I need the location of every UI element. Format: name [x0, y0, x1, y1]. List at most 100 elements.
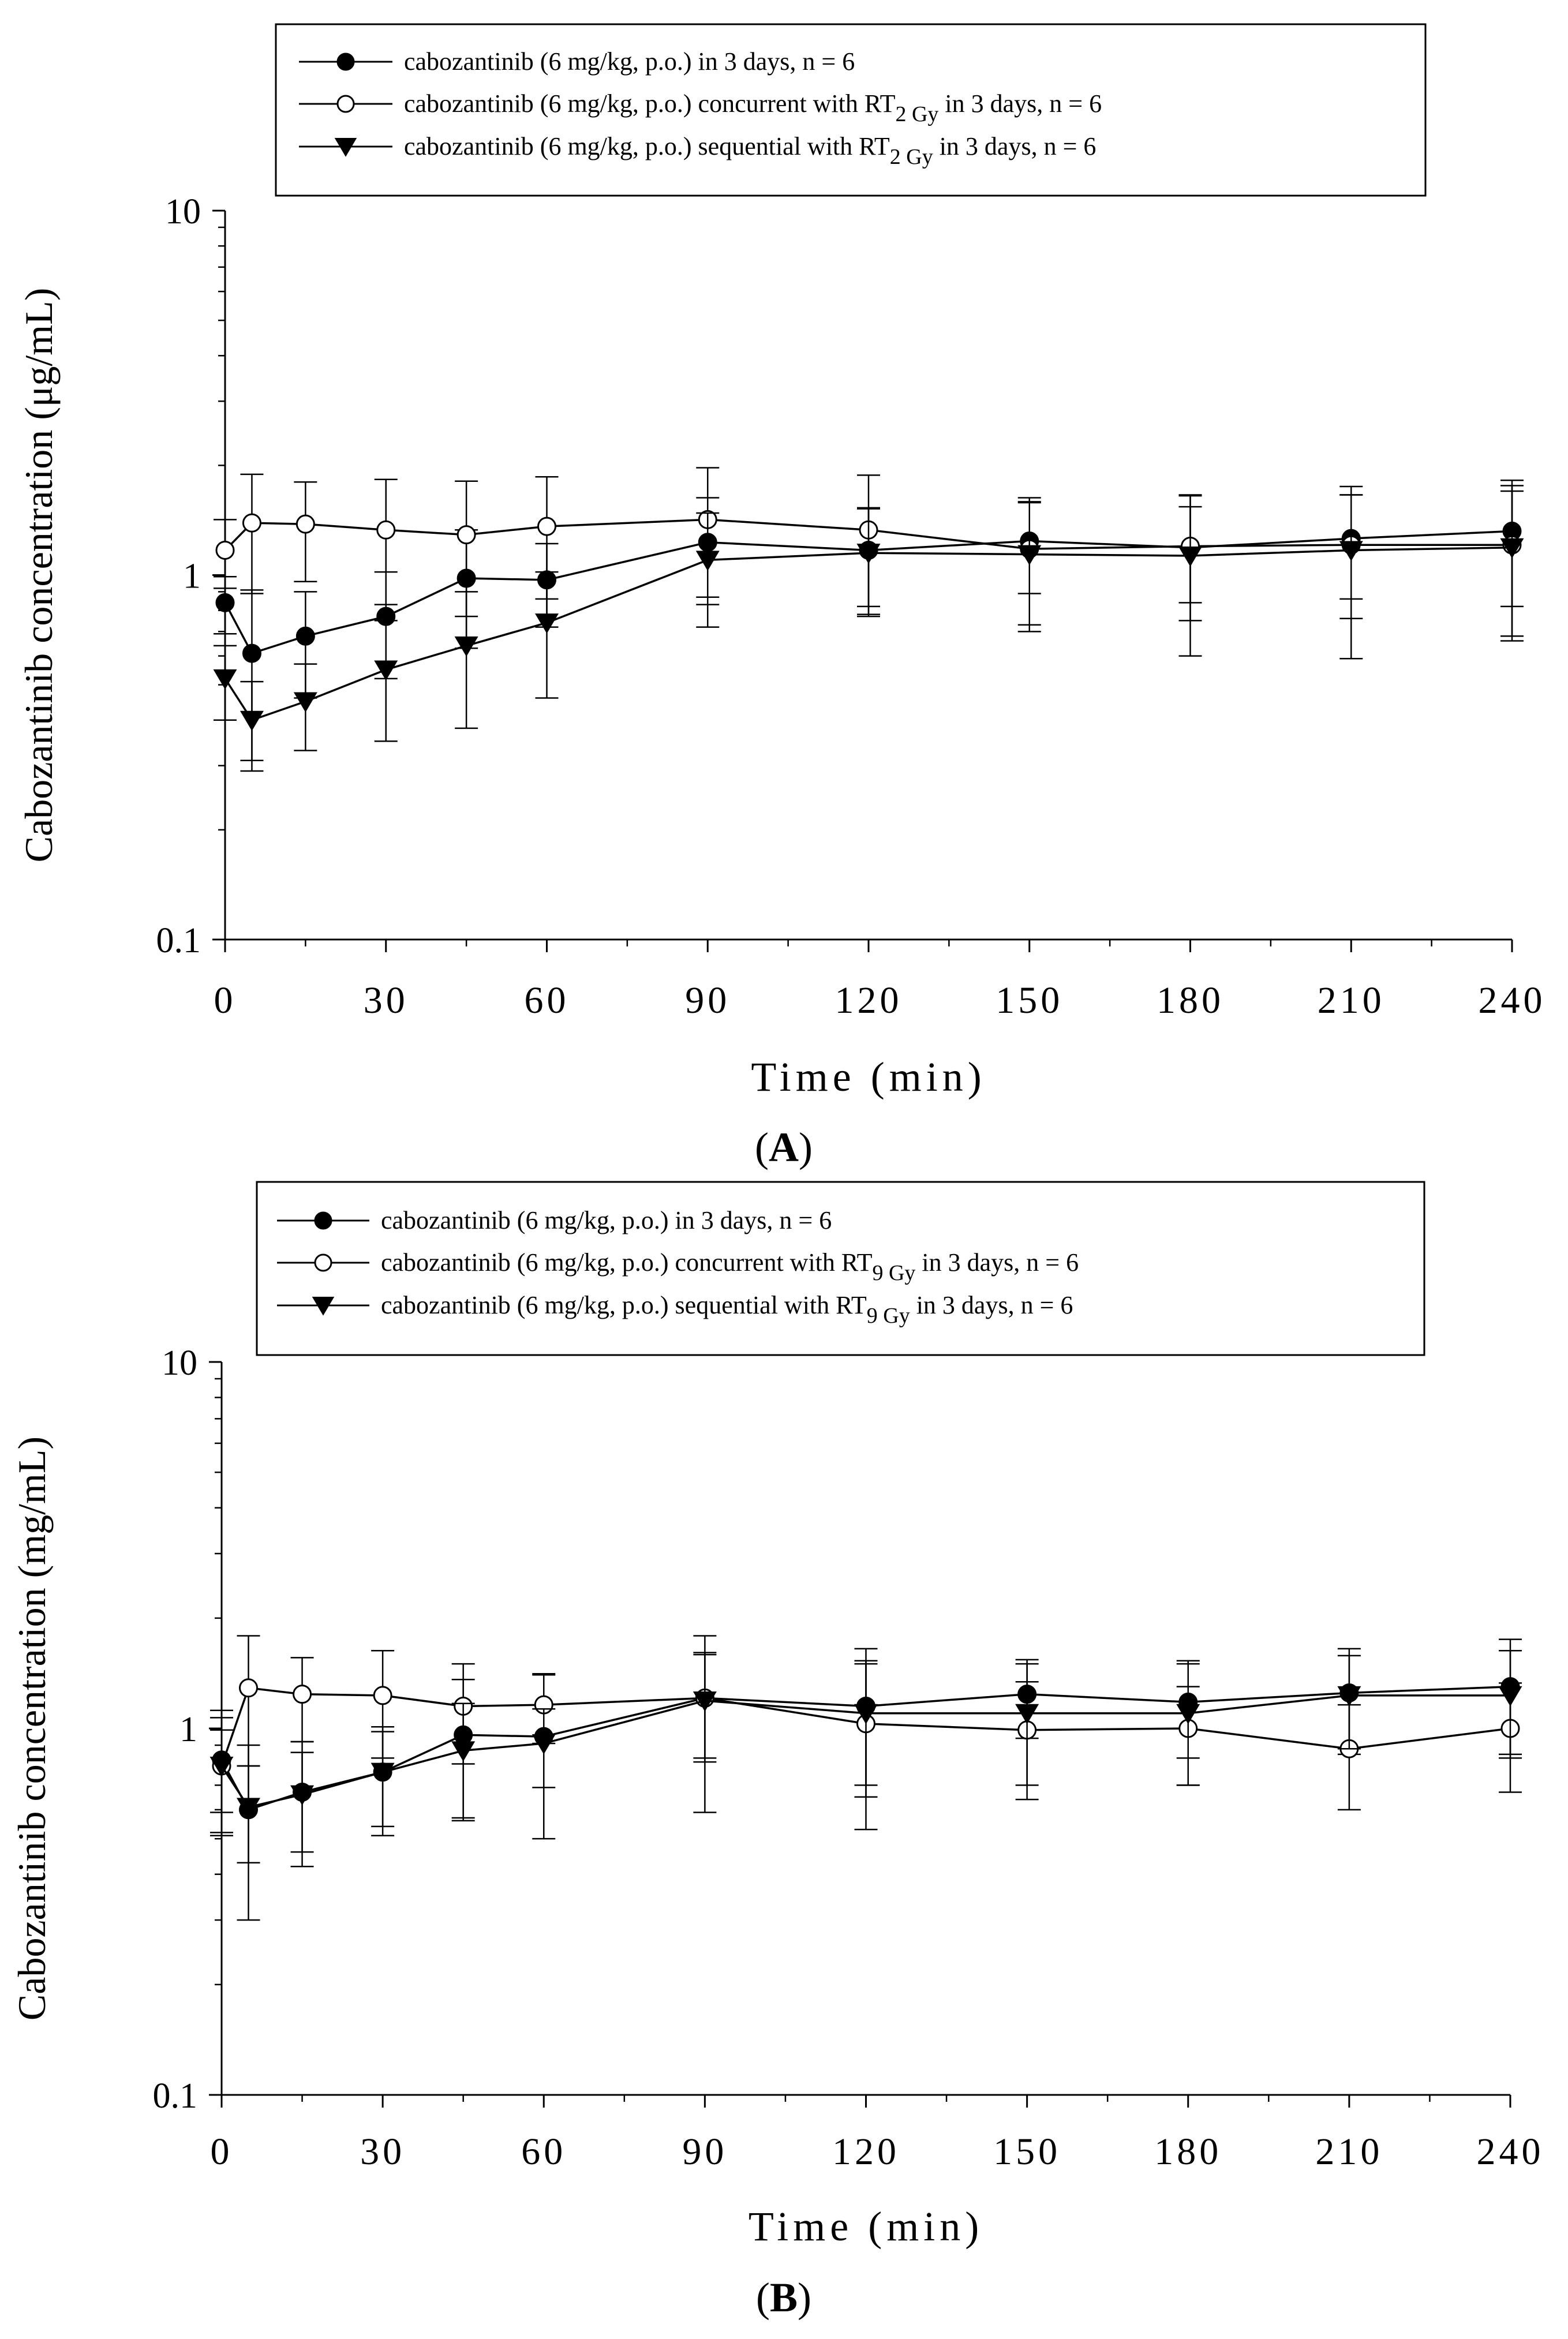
legend-marker [336, 53, 355, 71]
x-tick-label: 0 [214, 979, 237, 1021]
series-3 [213, 485, 1524, 772]
legend-label: cabozantinib (6 mg/kg, p.o.) concurrent … [381, 1248, 1079, 1285]
series-3 [209, 1635, 1522, 1863]
data-point [295, 514, 315, 534]
legend-label-text: cabozantinib (6 mg/kg, p.o.) in 3 days, … [381, 1206, 832, 1234]
error-bar [374, 620, 398, 742]
error-bar [1339, 485, 1363, 660]
error-bar [455, 591, 478, 729]
x-tick-label: 180 [1154, 2131, 1222, 2173]
data-point [532, 1734, 556, 1754]
x-tick-label: 120 [832, 2131, 900, 2173]
legend-label-subscript: 9 Gy [867, 1304, 910, 1328]
error-bar [535, 571, 559, 699]
legend-label-subscript: 9 Gy [872, 1261, 915, 1285]
legend-label-tail: in 3 days, n = 6 [938, 89, 1102, 118]
panel-label-open: ( [756, 2274, 770, 2321]
data-point [537, 517, 556, 536]
x-tick-label: 240 [1479, 979, 1546, 1021]
series-line [224, 547, 1513, 721]
axes: 0.1 1 10 0 30 60 90 120 150 180 210 240 Time (min) Ca… [17, 192, 1546, 1100]
data-point [1178, 546, 1202, 567]
x-tick-label: 90 [685, 979, 730, 1021]
series-line [220, 1694, 1510, 1809]
legend-marker [312, 1297, 335, 1316]
error-bar [1015, 1663, 1039, 1786]
data-point [451, 1741, 476, 1762]
data-point [1017, 545, 1042, 566]
x-tick-label: 150 [993, 2131, 1061, 2173]
data-point [454, 636, 478, 657]
panel-label: (A) [755, 1124, 813, 1170]
data-point [693, 1691, 717, 1712]
data-point [374, 660, 398, 681]
legend-label: cabozantinib (6 mg/kg, p.o.) in 3 days, … [404, 47, 855, 76]
y-tick-label: 10 [165, 192, 201, 231]
data-point [1337, 1686, 1361, 1706]
x-tick-label: 210 [1318, 979, 1385, 1021]
error-bar [854, 1663, 878, 1786]
error-bar [1017, 502, 1041, 633]
legend-label-text: cabozantinib (6 mg/kg, p.o.) in 3 days, … [404, 47, 855, 76]
data-point [371, 1762, 395, 1783]
legend-label-text: cabozantinib (6 mg/kg, p.o.) concurrent … [404, 89, 896, 118]
data-point [209, 1757, 234, 1777]
legend-label: cabozantinib (6 mg/kg, p.o.) sequential … [404, 132, 1096, 169]
legend-label-text: cabozantinib (6 mg/kg, p.o.) sequential … [404, 132, 890, 160]
x-tick-label: 120 [835, 979, 903, 1021]
chart-panel-B: cabozantinib (6 mg/kg, p.o.) in 3 days, … [10, 1181, 1541, 2321]
x-tick-label: 90 [682, 2131, 727, 2173]
x-tick-label: 60 [521, 2131, 566, 2173]
x-axis-title: Time (min) [749, 2203, 983, 2250]
data-point [215, 540, 235, 560]
data-point [239, 1678, 259, 1698]
data-point [695, 551, 720, 571]
legend: cabozantinib (6 mg/kg, p.o.) in 3 days, … [256, 1181, 1425, 1356]
x-tick-label: 210 [1315, 2131, 1383, 2173]
data-point [215, 593, 235, 612]
y-axis-title: Cabozantinib concentration (mg/mL) [10, 1436, 54, 2020]
legend-label-tail: in 3 days, n = 6 [933, 132, 1097, 160]
data-point [856, 544, 881, 564]
data-point [293, 692, 317, 713]
legend-entry: cabozantinib (6 mg/kg, p.o.) sequential … [299, 132, 1096, 169]
error-bar [374, 478, 398, 605]
data-point [290, 1785, 315, 1806]
y-tick-label: 0.1 [153, 2076, 198, 2116]
data-point [373, 1686, 392, 1705]
data-point [376, 520, 396, 540]
legend-entry: cabozantinib (6 mg/kg, p.o.) sequential … [277, 1291, 1073, 1328]
error-bar [1176, 1663, 1200, 1786]
data-point [242, 643, 261, 663]
x-tick-label: 60 [525, 979, 570, 1021]
error-bar [1178, 494, 1202, 657]
legend-label: cabozantinib (6 mg/kg, p.o.) concurrent … [404, 89, 1102, 126]
data-point [293, 1685, 312, 1704]
data-point [295, 626, 315, 646]
error-bar [1500, 490, 1524, 637]
legend-marker [334, 138, 357, 157]
legend-entry: cabozantinib (6 mg/kg, p.o.) in 3 days, … [277, 1206, 832, 1234]
data-point [1176, 1704, 1200, 1724]
y-tick-label: 1 [179, 1710, 197, 1749]
panel-label-close: ) [798, 2274, 811, 2321]
panel-label-open: ( [755, 1124, 769, 1170]
error-bar [693, 1635, 717, 1813]
data-point [242, 513, 261, 533]
y-tick-label: 0.1 [156, 921, 201, 960]
y-axis-title: Cabozantinib concentration (μg/mL) [17, 288, 61, 863]
legend-label-text: cabozantinib (6 mg/kg, p.o.) sequential … [381, 1291, 867, 1319]
data-point [535, 613, 559, 634]
data-point [1339, 541, 1363, 562]
legend-entry: cabozantinib (6 mg/kg, p.o.) concurrent … [277, 1248, 1079, 1285]
legend-marker [314, 1253, 332, 1272]
data-point [1015, 1704, 1039, 1724]
legend-label-subscript: 2 Gy [895, 102, 938, 126]
y-tick-label: 1 [183, 557, 201, 596]
panel-label-letter: B [770, 2274, 798, 2321]
x-tick-label: 30 [360, 2131, 405, 2173]
data-point [1500, 538, 1524, 559]
legend-label-subscript: 2 Gy [890, 145, 933, 169]
x-axis-title: Time (min) [751, 1054, 986, 1100]
